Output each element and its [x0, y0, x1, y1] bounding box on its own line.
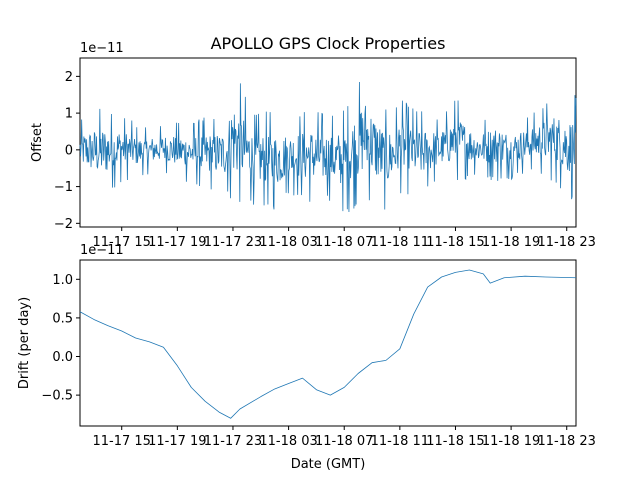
x-tick-label: 11-17 15	[92, 434, 150, 449]
x-tick-label: 11-18 07	[315, 434, 373, 449]
offset-exponent-label: 1e−11	[80, 41, 124, 56]
x-tick-label: 11-18 19	[482, 434, 540, 449]
y-tick-label: −1	[54, 180, 73, 195]
x-tick-label: 11-18 11	[371, 434, 429, 449]
x-tick-label: 11-17 19	[148, 434, 206, 449]
x-tick-label: 11-17 23	[204, 235, 262, 250]
drift-plot-frame	[79, 259, 577, 427]
x-tick-label: 11-18 03	[259, 235, 317, 250]
x-tick-label: 11-18 23	[538, 434, 596, 449]
offset-line	[79, 81, 577, 212]
y-tick-label: 1.0	[52, 273, 73, 288]
y-tick-label: 0.5	[52, 311, 73, 326]
offset-plot-frame	[79, 57, 577, 228]
x-tick-label: 11-18 15	[426, 235, 484, 250]
offset-y-axis: −2 −1 0 1 2	[54, 70, 80, 232]
drift-x-label: Date (GMT)	[291, 457, 366, 472]
x-tick-label: 11-17 23	[204, 434, 262, 449]
y-tick-label: −2	[54, 217, 73, 232]
x-tick-label: 11-17 15	[92, 235, 150, 250]
x-tick-label: 11-18 15	[426, 434, 484, 449]
drift-series	[79, 269, 577, 419]
y-tick-label: 0	[65, 143, 73, 158]
drift-exponent-label: 1e−11	[80, 243, 124, 258]
drift-y-label: Drift (per day)	[17, 297, 32, 389]
y-tick-label: 0.0	[52, 350, 73, 365]
x-tick-label: 11-18 07	[315, 235, 373, 250]
y-tick-label: 1	[65, 107, 73, 122]
x-tick-label: 11-18 23	[538, 235, 596, 250]
offset-series	[79, 81, 577, 212]
drift-line	[79, 269, 577, 419]
chart-title: APOLLO GPS Clock Properties	[211, 34, 446, 53]
x-tick-label: 11-18 11	[371, 235, 429, 250]
y-tick-label: −0.5	[41, 389, 73, 404]
x-tick-label: 11-18 19	[482, 235, 540, 250]
x-tick-label: 11-17 19	[148, 235, 206, 250]
y-tick-label: 2	[65, 70, 73, 85]
x-tick-label: 11-18 03	[259, 434, 317, 449]
drift-y-axis: −0.5 0.0 0.5 1.0	[41, 273, 80, 404]
offset-y-label: Offset	[30, 123, 45, 162]
